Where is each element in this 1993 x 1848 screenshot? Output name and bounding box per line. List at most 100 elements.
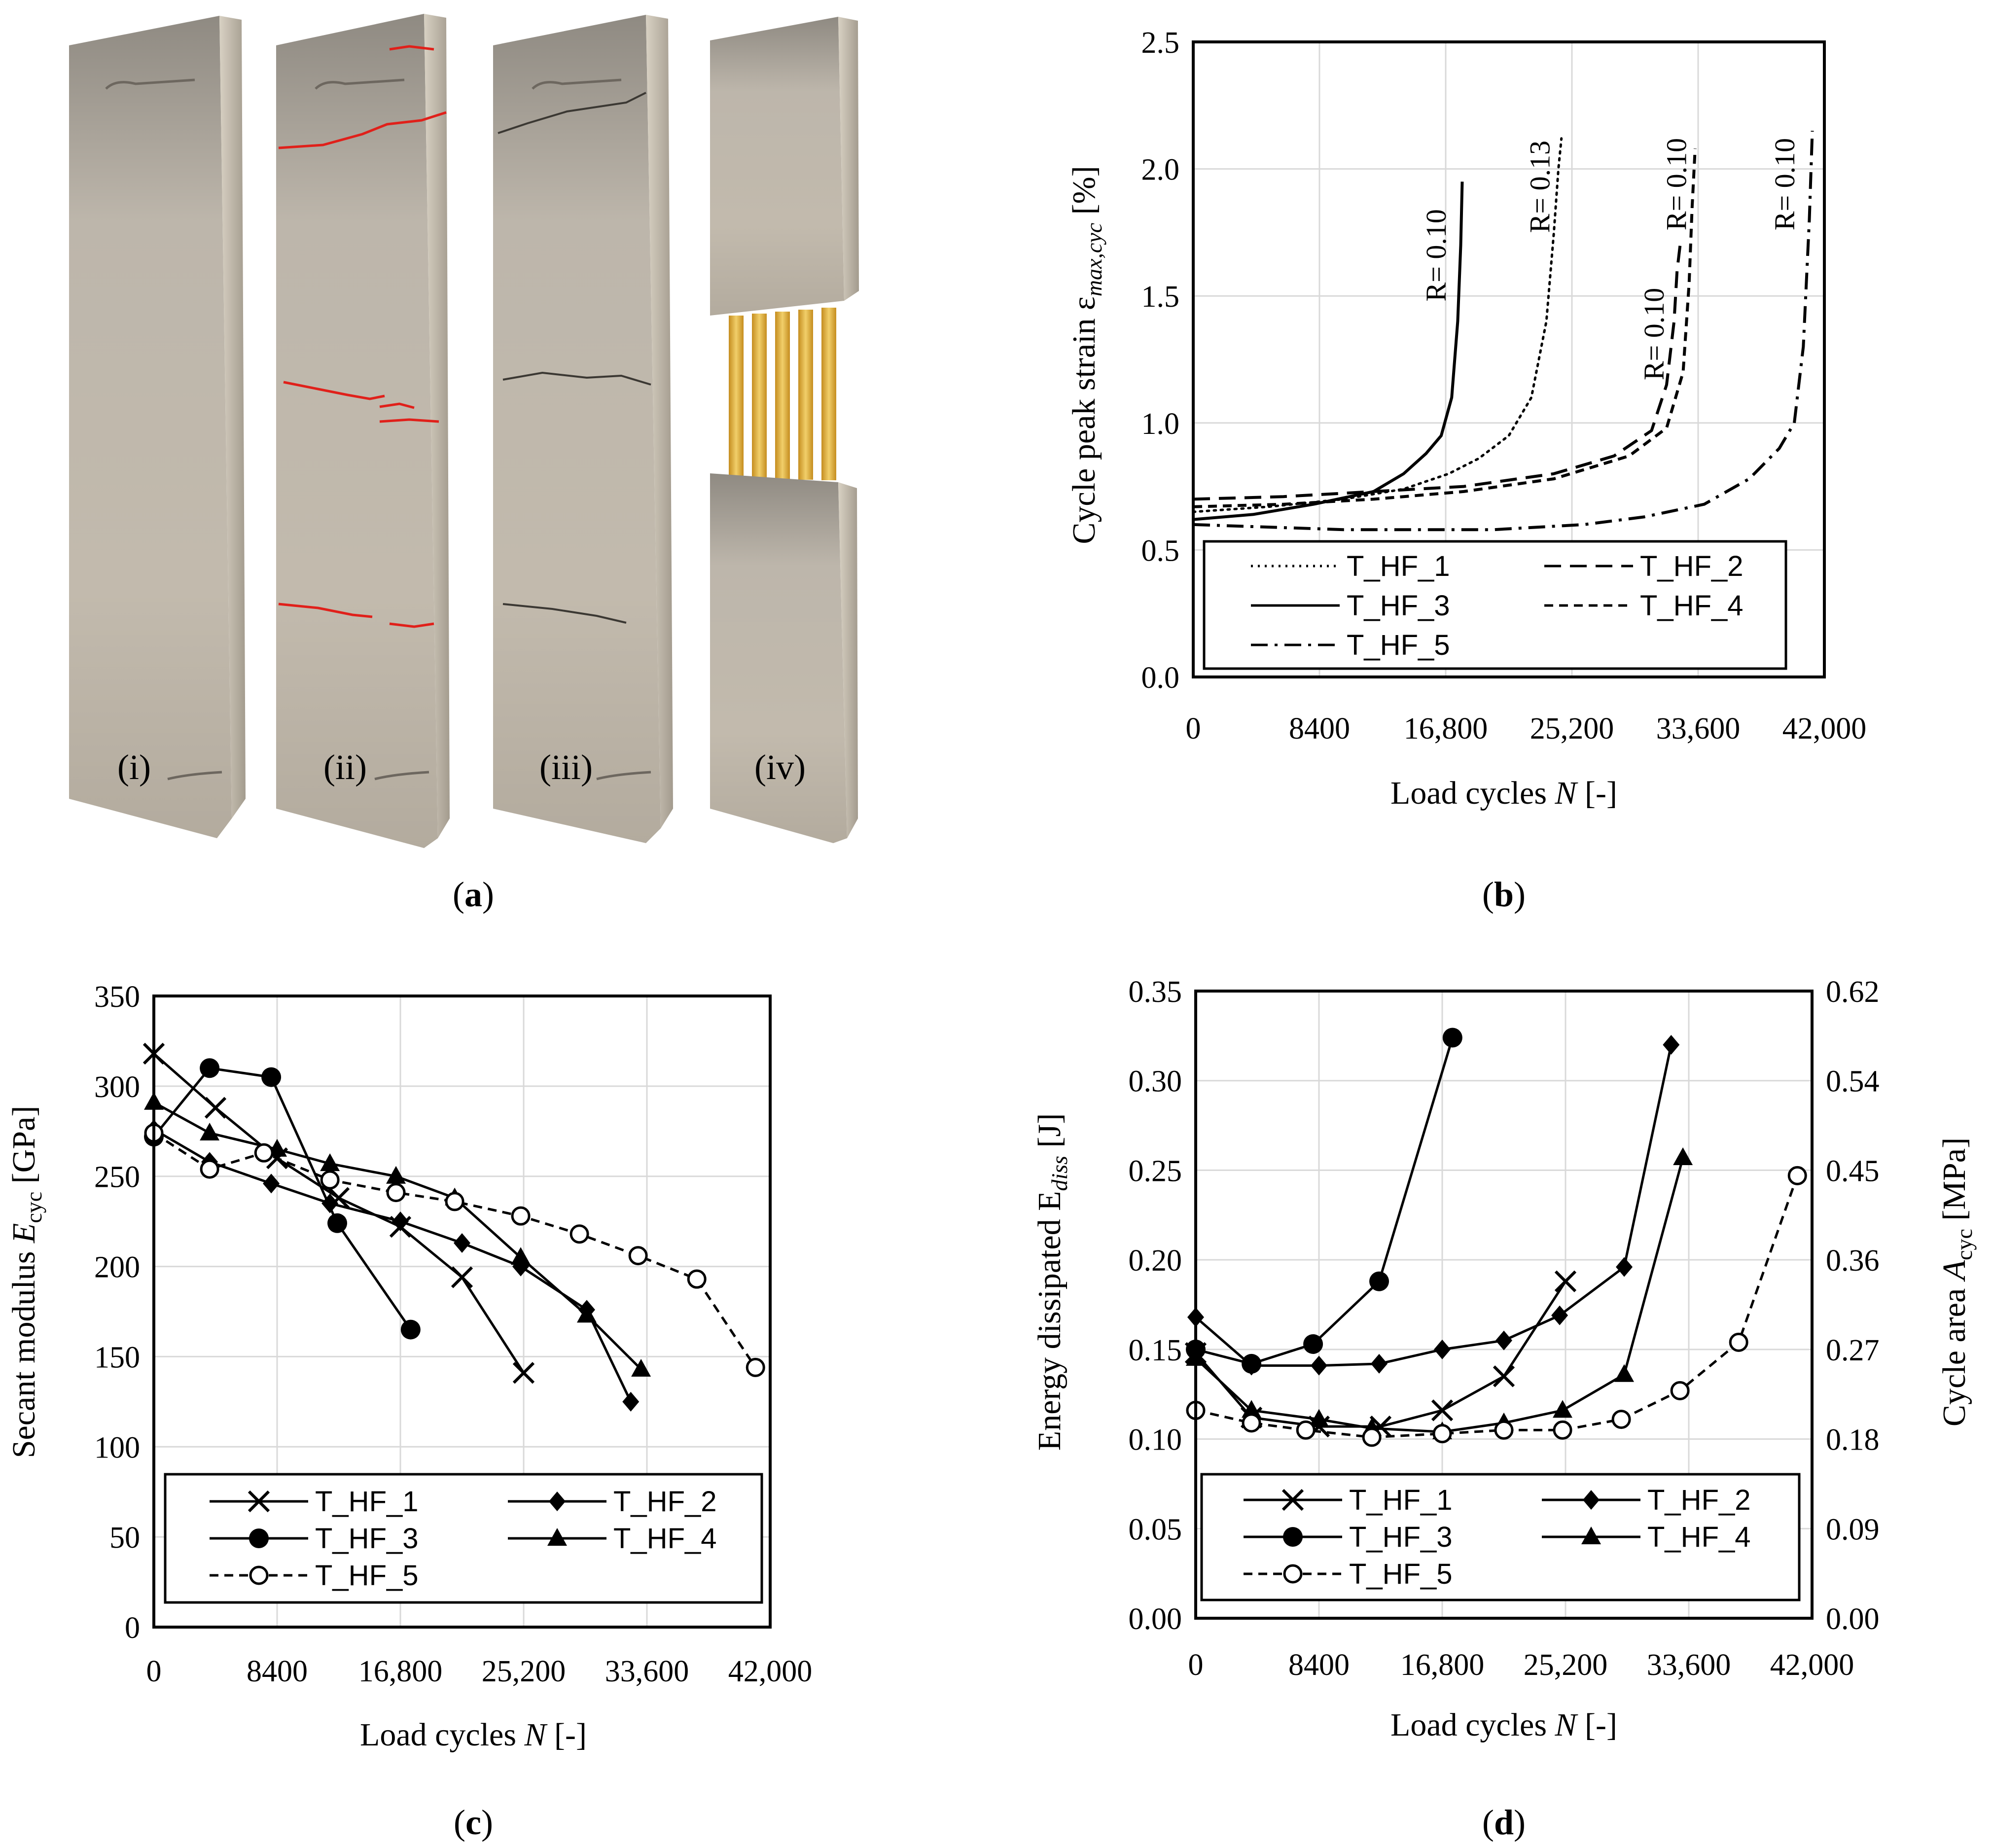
data-point-t-hf-4 (1614, 1364, 1635, 1382)
y-tick-label: 1.5 (1141, 280, 1180, 314)
chart-c-xlabel: Load cycles N [-] (360, 1717, 587, 1753)
data-point-t-hf-3 (1242, 1353, 1262, 1374)
y2-tick-label: 0.00 (1826, 1602, 1880, 1636)
y-tick-label: 0.0 (1141, 661, 1180, 695)
r-ratio-annotation: R= 0.10 (1420, 209, 1452, 301)
data-point-t-hf-4 (1242, 1400, 1262, 1418)
specimen-iv (710, 17, 859, 843)
data-point-t-hf-4 (1309, 1409, 1329, 1427)
x-tick-label: 42,000 (1782, 712, 1867, 746)
data-point-t-hf-3 (1369, 1271, 1389, 1291)
legend-marker (1583, 1490, 1600, 1510)
x-tick-label: 0 (1186, 712, 1201, 746)
series-line-t-hf-3 (153, 1066, 412, 1331)
data-point-t-hf-4 (320, 1153, 340, 1172)
legend-marker (1283, 1527, 1303, 1547)
chart-b-panel: 0 8400 16,800 25,200 33,600 42,000 0.0 0.5 1.0 1.… (986, 0, 1993, 917)
data-point-t-hf-2 (321, 1193, 339, 1213)
series-line-t-hf-4 (1195, 1157, 1684, 1433)
chart-c-frame (152, 995, 772, 1629)
chart-d-series (1184, 1028, 1807, 1447)
legend-marker (1283, 1564, 1303, 1584)
legend-marker (1581, 1527, 1601, 1544)
legend-label: T_HF_1 (1347, 550, 1450, 582)
data-point-t-hf-4 (511, 1247, 531, 1265)
crack-markers (278, 45, 447, 628)
data-point-t-hf-5 (628, 1246, 648, 1266)
y-tick-label: 0.05 (1129, 1513, 1182, 1546)
data-point-t-hf-5 (320, 1170, 340, 1190)
data-point-t-hf-5 (1553, 1420, 1572, 1440)
chart-c-ylabel: Secant modulus Ecyc [GPa] (6, 1106, 46, 1458)
legend-marker (249, 1565, 269, 1585)
legend-label: T_HF_5 (1347, 629, 1450, 661)
data-point-t-hf-5 (1242, 1413, 1261, 1433)
data-point-t-hf-5 (511, 1206, 531, 1226)
exposed-yarns (729, 308, 836, 480)
y-tick-label: 100 (94, 1431, 140, 1464)
specimen-ii (276, 14, 450, 848)
legend-label: T_HF_2 (1640, 550, 1744, 582)
r-ratio-annotation: R= 0.10 (1638, 288, 1670, 380)
chart-b-annotations: R= 0.10 R= 0.13 R= 0.10 R= 0.10 R= 0.10 (1420, 138, 1801, 380)
x-tick-label: 8400 (1288, 1648, 1350, 1682)
y-tick-label: 0 (125, 1611, 140, 1645)
y2-tick-label: 0.18 (1826, 1423, 1880, 1457)
legend-label: T_HF_5 (315, 1560, 419, 1592)
series-line-t-hf-4 (1193, 148, 1697, 508)
data-point-t-hf-4 (631, 1359, 651, 1377)
data-point-t-hf-5 (1729, 1332, 1748, 1352)
chart-c-legend: T_HF_1 T_HF_2 T_HF_3 T_HF_4 T_HF_5 (164, 1473, 763, 1604)
x-tick-label: 16,800 (1400, 1648, 1485, 1682)
y-tick-label: 0.20 (1129, 1244, 1182, 1278)
legend-label: T_HF_3 (1349, 1521, 1453, 1553)
y2-tick-label: 0.09 (1826, 1513, 1880, 1546)
data-point-t-hf-2 (1663, 1035, 1680, 1055)
legend-label: T_HF_1 (1349, 1484, 1453, 1516)
chart-d-ticks: 0 8400 16,800 25,200 33,600 42,000 0.00 0.05 0.1… (1129, 975, 1880, 1682)
specimen-i (69, 16, 246, 838)
chart-b-ylabel: Cycle peak strain εmax,cyc [%] (1066, 166, 1106, 544)
x-tick-label: 33,600 (605, 1655, 689, 1688)
x-tick-label: 25,200 (482, 1655, 566, 1688)
data-point-t-hf-5 (746, 1357, 765, 1377)
data-point-t-hf-5 (200, 1159, 219, 1179)
data-point-t-hf-2 (1551, 1305, 1568, 1325)
data-point-t-hf-2 (512, 1256, 530, 1277)
series-line-t-hf-1 (1192, 137, 1563, 513)
data-point-t-hf-3 (200, 1058, 220, 1078)
series-line-t-hf-2 (1195, 1044, 1673, 1367)
data-point-t-hf-5 (1296, 1420, 1316, 1440)
caption-a: (a) (453, 875, 494, 914)
caption-c: (c) (454, 1803, 493, 1842)
data-point-t-hf-2 (263, 1173, 280, 1194)
legend-marker (1281, 1489, 1304, 1511)
legend-label: T_HF_1 (315, 1486, 419, 1518)
x-tick-label: 33,600 (1656, 712, 1741, 746)
legend-label: T_HF_2 (613, 1486, 717, 1518)
chart-b: 0 8400 16,800 25,200 33,600 42,000 0.0 0.5 1.0 1.… (1066, 26, 1867, 914)
data-point-t-hf-4 (1553, 1400, 1573, 1418)
data-point-t-hf-2 (1495, 1330, 1512, 1350)
y-tick-label: 300 (94, 1070, 140, 1104)
series-line-t-hf-2 (153, 1128, 632, 1402)
r-ratio-annotation: R= 0.13 (1524, 141, 1556, 233)
y-tick-label: 200 (94, 1251, 140, 1284)
chart-d: 0 8400 16,800 25,200 33,600 42,000 0.00 0.05 0.1… (1032, 975, 1977, 1842)
x-tick-label: 16,800 (358, 1655, 443, 1688)
chart-b-frame (1192, 40, 1826, 678)
data-point-t-hf-4 (386, 1166, 406, 1184)
y-tick-label: 150 (94, 1341, 140, 1374)
r-ratio-annotation: R= 0.10 (1661, 138, 1693, 230)
chart-d-frame (1194, 990, 1814, 1620)
legend-label: T_HF_5 (1349, 1558, 1453, 1590)
y-tick-label: 0.00 (1129, 1602, 1182, 1636)
data-point-t-hf-5 (1611, 1410, 1631, 1429)
chart-d-ylabel: Energy dissipated Ediss [J] (1032, 1113, 1072, 1451)
data-point-t-hf-2 (392, 1211, 409, 1232)
specimen-label-iv: (iv) (754, 747, 806, 787)
data-point-t-hf-1 (451, 1266, 473, 1288)
chart-b-xlabel: Load cycles N [-] (1390, 775, 1617, 811)
legend-marker (547, 1528, 567, 1546)
y-tick-label: 0.15 (1129, 1334, 1182, 1367)
